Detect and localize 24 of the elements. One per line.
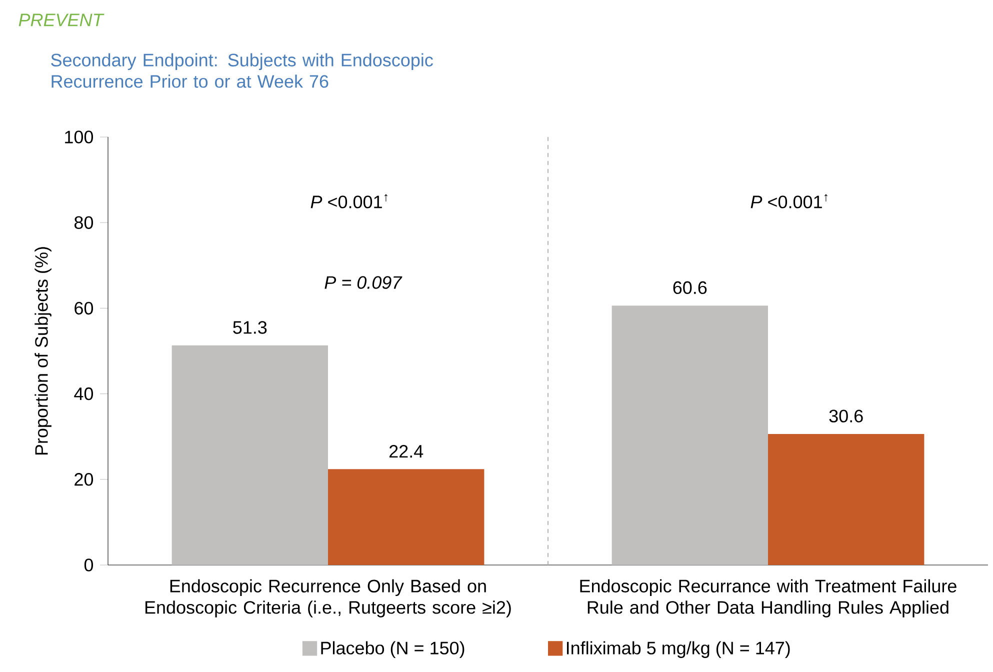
y-tick-label: 100 — [65, 130, 94, 144]
bar — [328, 469, 484, 566]
y-tick-label: 20 — [74, 473, 94, 486]
chart-title: PREVENT — [18, 14, 104, 26]
x-tick-label: Endoscopic Recurrence Only Based on Endoscopic Criteria (i.e., Rutgeerts score ≥i2) — [145, 579, 511, 618]
annotation: P = 0.097 — [324, 276, 402, 289]
x-tick-label: Endoscopic Recurrance with Treatment Failure Rule and Other Data Handling Rules Applied — [580, 579, 956, 618]
bar — [172, 345, 328, 566]
data-label: 60.6 — [673, 281, 707, 294]
chart-subtitle: Secondary Endpoint: Subjects with Endoscopic Recurrence Prior to or at Week 76 — [51, 53, 433, 88]
legend-label: Infliximab 5 mg/kg (N = 147) — [566, 641, 790, 658]
annotation: P <0.001$^{↑}$ — [750, 194, 828, 208]
bar — [768, 434, 924, 566]
y-tick-label: 0 — [84, 558, 94, 572]
data-label: 22.4 — [389, 444, 424, 458]
y-tick-label: 60 — [74, 302, 94, 315]
y-tick-label: 40 — [74, 387, 94, 400]
bar — [612, 306, 768, 566]
legend-label: Placebo (N = 150) — [321, 641, 464, 658]
data-label: 30.6 — [829, 410, 863, 422]
annotation: P <0.001$^{↑}$ — [310, 194, 388, 208]
y-tick-label: 80 — [74, 216, 94, 229]
y-axis-title: Proportion of Subjects (%) — [34, 247, 52, 455]
data-label: 51.3 — [233, 321, 267, 334]
